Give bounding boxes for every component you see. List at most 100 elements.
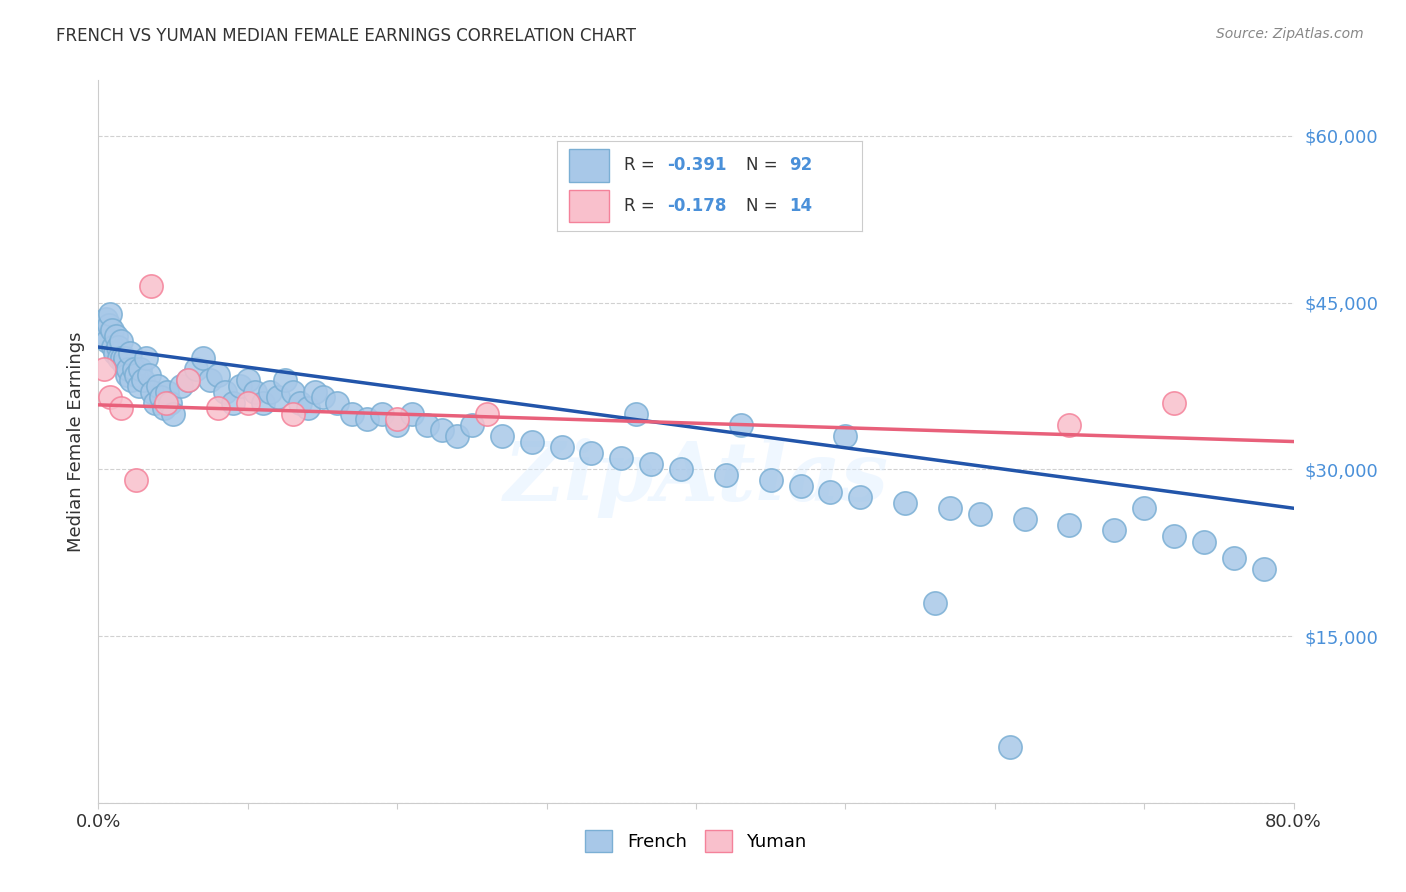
Point — [156, 384, 179, 399]
Point — [730, 417, 752, 432]
Point — [98, 390, 122, 404]
Point — [111, 351, 134, 366]
Point — [141, 384, 163, 399]
FancyBboxPatch shape — [569, 190, 609, 222]
Point — [894, 496, 917, 510]
Point — [342, 407, 364, 421]
Point — [159, 395, 181, 409]
Point — [124, 362, 146, 376]
Point — [139, 279, 162, 293]
Point — [236, 395, 259, 409]
Point — [461, 417, 484, 432]
Point — [94, 312, 117, 326]
Point — [110, 334, 132, 349]
Point — [169, 379, 191, 393]
Text: -0.178: -0.178 — [666, 196, 727, 215]
Point — [849, 490, 872, 504]
Point — [288, 395, 311, 409]
Point — [162, 407, 184, 421]
Point — [550, 440, 572, 454]
Point — [252, 395, 274, 409]
Point — [96, 334, 118, 349]
Point — [138, 368, 160, 382]
Text: 92: 92 — [789, 156, 813, 175]
Point — [214, 384, 236, 399]
FancyBboxPatch shape — [569, 150, 609, 182]
Point — [326, 395, 349, 409]
Point — [274, 373, 297, 387]
Point — [177, 373, 200, 387]
Point — [1014, 512, 1036, 526]
Point — [520, 434, 543, 449]
Point — [1253, 562, 1275, 576]
Point — [98, 307, 122, 321]
Text: Source: ZipAtlas.com: Source: ZipAtlas.com — [1216, 27, 1364, 41]
Point — [416, 417, 439, 432]
Point — [789, 479, 811, 493]
Point — [267, 390, 290, 404]
Point — [110, 401, 132, 416]
Point — [1104, 524, 1126, 538]
Point — [640, 457, 662, 471]
Point — [132, 373, 155, 387]
Point — [129, 362, 152, 376]
Point — [430, 424, 453, 438]
Point — [112, 357, 135, 371]
Point — [998, 740, 1021, 755]
Point — [125, 474, 148, 488]
Point — [939, 501, 962, 516]
Point — [371, 407, 394, 421]
Point — [1223, 551, 1246, 566]
Point — [93, 329, 115, 343]
Point — [581, 445, 603, 459]
Point — [229, 379, 252, 393]
Point — [177, 373, 200, 387]
Point — [97, 318, 120, 332]
Point — [820, 484, 842, 499]
Point — [207, 368, 229, 382]
Point — [304, 384, 326, 399]
Y-axis label: Median Female Earnings: Median Female Earnings — [66, 331, 84, 552]
Point — [125, 368, 148, 382]
Point — [475, 407, 498, 421]
Point — [114, 351, 136, 366]
Legend: French, Yuman: French, Yuman — [578, 822, 814, 859]
Text: R =: R = — [624, 156, 661, 175]
Point — [1059, 417, 1081, 432]
Point — [714, 467, 737, 482]
Point — [281, 384, 304, 399]
Text: 14: 14 — [789, 196, 813, 215]
Point — [101, 323, 124, 337]
Point — [153, 401, 176, 416]
Point — [93, 362, 115, 376]
Point — [150, 390, 173, 404]
Point — [143, 395, 166, 409]
Point — [155, 395, 177, 409]
Point — [297, 401, 319, 416]
Text: -0.391: -0.391 — [666, 156, 727, 175]
Point — [1059, 517, 1081, 532]
Point — [491, 429, 513, 443]
Point — [118, 345, 141, 359]
Point — [1133, 501, 1156, 516]
Point — [184, 362, 207, 376]
Point — [245, 384, 267, 399]
Point — [759, 474, 782, 488]
Point — [108, 351, 131, 366]
Point — [610, 451, 633, 466]
Point — [236, 373, 259, 387]
Point — [356, 412, 378, 426]
Point — [924, 596, 946, 610]
Point — [104, 345, 127, 359]
Point — [1163, 395, 1185, 409]
Point — [105, 329, 128, 343]
Text: N =: N = — [747, 196, 783, 215]
Text: N =: N = — [747, 156, 783, 175]
Point — [117, 362, 139, 376]
Point — [107, 340, 129, 354]
Point — [128, 379, 150, 393]
Point — [148, 379, 170, 393]
Point — [135, 351, 157, 366]
Point — [1192, 534, 1215, 549]
Text: FRENCH VS YUMAN MEDIAN FEMALE EARNINGS CORRELATION CHART: FRENCH VS YUMAN MEDIAN FEMALE EARNINGS C… — [56, 27, 637, 45]
